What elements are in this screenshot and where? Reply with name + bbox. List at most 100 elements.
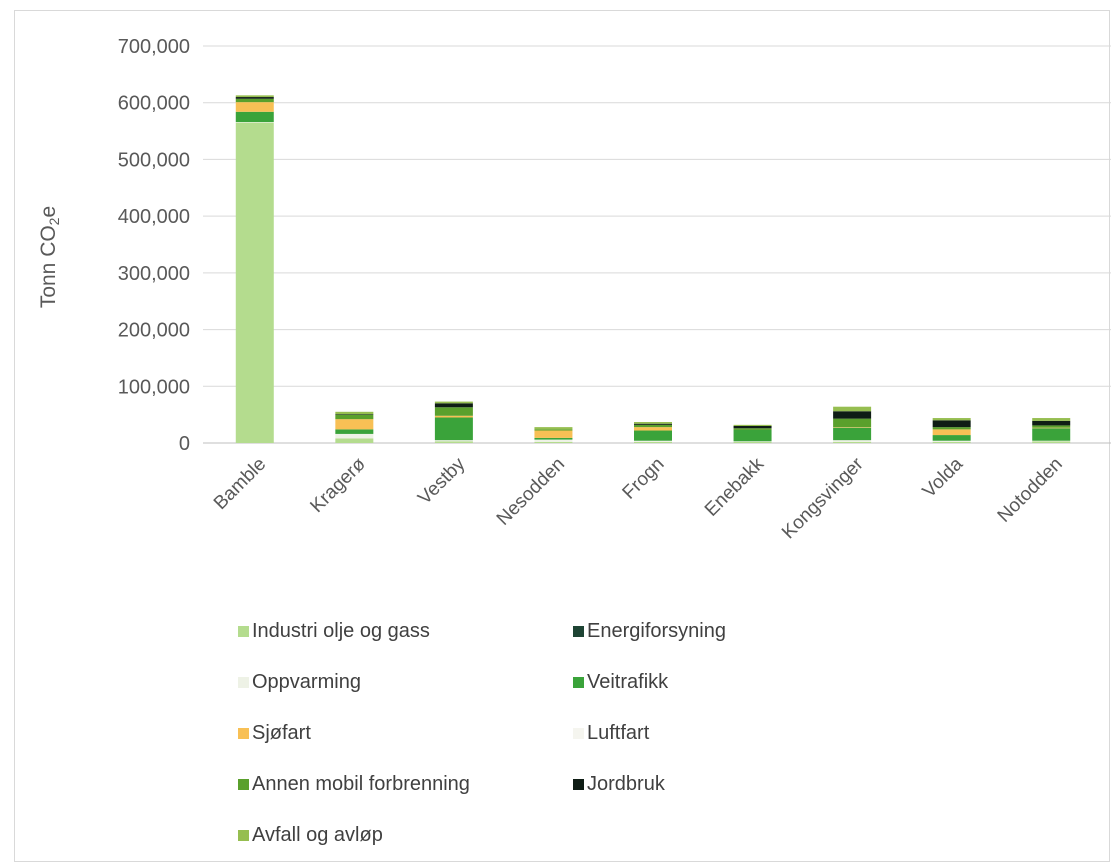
bar-segment — [634, 422, 672, 424]
y-axis-tick-labels: 0 100,000 200,000 300,000 400,000 500,000 600,… — [118, 36, 190, 455]
x-tick-label: Enebakk — [701, 453, 768, 520]
x-axis-tick-labels: Bamble Kragerø Vestby Nesodden Frogn Enebakk K… — [210, 453, 1067, 543]
bar-segment — [534, 429, 573, 431]
bar-segment — [1032, 425, 1071, 428]
x-tick-label: Frogn — [619, 454, 669, 504]
bar-segment — [335, 414, 374, 415]
x-tick-label: Kragerø — [306, 453, 370, 517]
x-tick-label: Volda — [919, 453, 968, 502]
x-tick-label: Bamble — [210, 454, 270, 514]
bar-segment — [335, 414, 374, 420]
bar-segment — [534, 427, 573, 430]
bar-segment — [634, 430, 672, 441]
bar-segment — [1032, 420, 1071, 426]
chart-area: 0 100,000 200,000 300,000 400,000 500,000 600,… — [37, 36, 1111, 846]
bar-segment — [235, 95, 274, 98]
legend-label: Veitrafikk — [587, 671, 669, 693]
bar-segment — [733, 441, 772, 442]
bar-segment — [235, 111, 274, 122]
bar-segment — [534, 430, 573, 438]
gridlines — [203, 45, 1111, 444]
y-tick-label: 100,000 — [118, 376, 190, 398]
bar-segment — [932, 440, 971, 442]
bar-segment — [1032, 428, 1071, 441]
bar-segment — [235, 121, 274, 123]
legend-swatch — [573, 728, 584, 739]
bar-segment — [235, 97, 274, 99]
y-tick-label: 0 — [179, 433, 190, 455]
bar-segment — [833, 427, 872, 428]
legend-swatch — [238, 830, 249, 841]
bar-segment — [434, 407, 473, 416]
bar-segment — [833, 441, 872, 443]
bar-segment — [434, 415, 473, 418]
bar-segment — [335, 429, 374, 434]
bar-segment — [733, 425, 772, 429]
bar-segment — [235, 102, 274, 112]
bar-segment — [733, 424, 772, 426]
y-tick-label: 600,000 — [118, 93, 190, 115]
bar-segment — [434, 440, 473, 442]
bar-segment — [733, 429, 772, 442]
bar-segment — [833, 440, 872, 442]
bar-segment — [1032, 418, 1071, 421]
bar-segment — [932, 418, 971, 421]
bar-segment — [932, 429, 971, 436]
bar-segment — [634, 440, 672, 442]
bar-segment — [335, 419, 374, 430]
y-tick-label: 400,000 — [118, 206, 190, 228]
bar-segment — [534, 437, 573, 440]
legend-swatch — [573, 677, 584, 688]
x-tick-label: Kongsvinger — [778, 453, 868, 543]
bar-segment — [1032, 441, 1071, 443]
bar-segment — [534, 441, 573, 443]
x-tick-label: Notodden — [994, 454, 1067, 527]
legend-label: Sjøfart — [252, 722, 311, 744]
y-tick-label: 300,000 — [118, 263, 190, 285]
legend-swatch — [238, 728, 249, 739]
bar-segment — [833, 406, 872, 412]
bar-segment — [434, 441, 473, 443]
y-tick-label: 200,000 — [118, 320, 190, 342]
bar-segment — [335, 411, 374, 415]
x-tick-label: Vestby — [414, 453, 470, 509]
bar-segment — [1032, 427, 1071, 429]
bar-segment — [833, 418, 872, 428]
legend-label: Industri olje og gass — [252, 620, 430, 642]
bar-segment — [833, 427, 872, 441]
bar-segment — [733, 441, 772, 443]
bar-segment — [634, 441, 672, 443]
bar-segment — [235, 98, 274, 103]
bar-segment — [634, 427, 672, 431]
chart-frame: 0 100,000 200,000 300,000 400,000 500,000 600,… — [14, 10, 1111, 862]
bar-segment — [733, 428, 772, 430]
legend-swatch — [238, 779, 249, 790]
bar-segment — [932, 420, 971, 428]
bars — [235, 95, 1071, 444]
legend-swatch — [238, 626, 249, 637]
y-tick-label: 700,000 — [118, 36, 190, 58]
y-tick-label: 500,000 — [118, 149, 190, 171]
legend-swatch — [573, 626, 584, 637]
bar-segment — [434, 417, 473, 441]
legend-label: Luftfart — [587, 722, 650, 744]
bar-segment — [235, 122, 274, 444]
bar-segment — [634, 423, 672, 425]
bar-segment — [335, 438, 374, 443]
bar-segment — [335, 433, 374, 439]
bar-segment — [634, 424, 672, 428]
bar-segment — [1032, 440, 1071, 442]
legend-label: Avfall og avløp — [252, 824, 383, 846]
legend: Industri olje og gass Energiforsyning Oppv… — [238, 620, 726, 846]
bar-segment — [833, 411, 872, 419]
legend-label: Jordbruk — [587, 773, 666, 795]
bar-segment — [434, 403, 473, 408]
bar-segment — [932, 441, 971, 443]
legend-label: Oppvarming — [252, 671, 361, 693]
bar-segment — [434, 401, 473, 404]
legend-label: Annen mobil forbrenning — [252, 773, 470, 795]
bar-segment — [932, 427, 971, 430]
bar-segment — [932, 435, 971, 441]
legend-label: Energiforsyning — [587, 620, 726, 642]
x-tick-label: Nesodden — [493, 454, 569, 530]
